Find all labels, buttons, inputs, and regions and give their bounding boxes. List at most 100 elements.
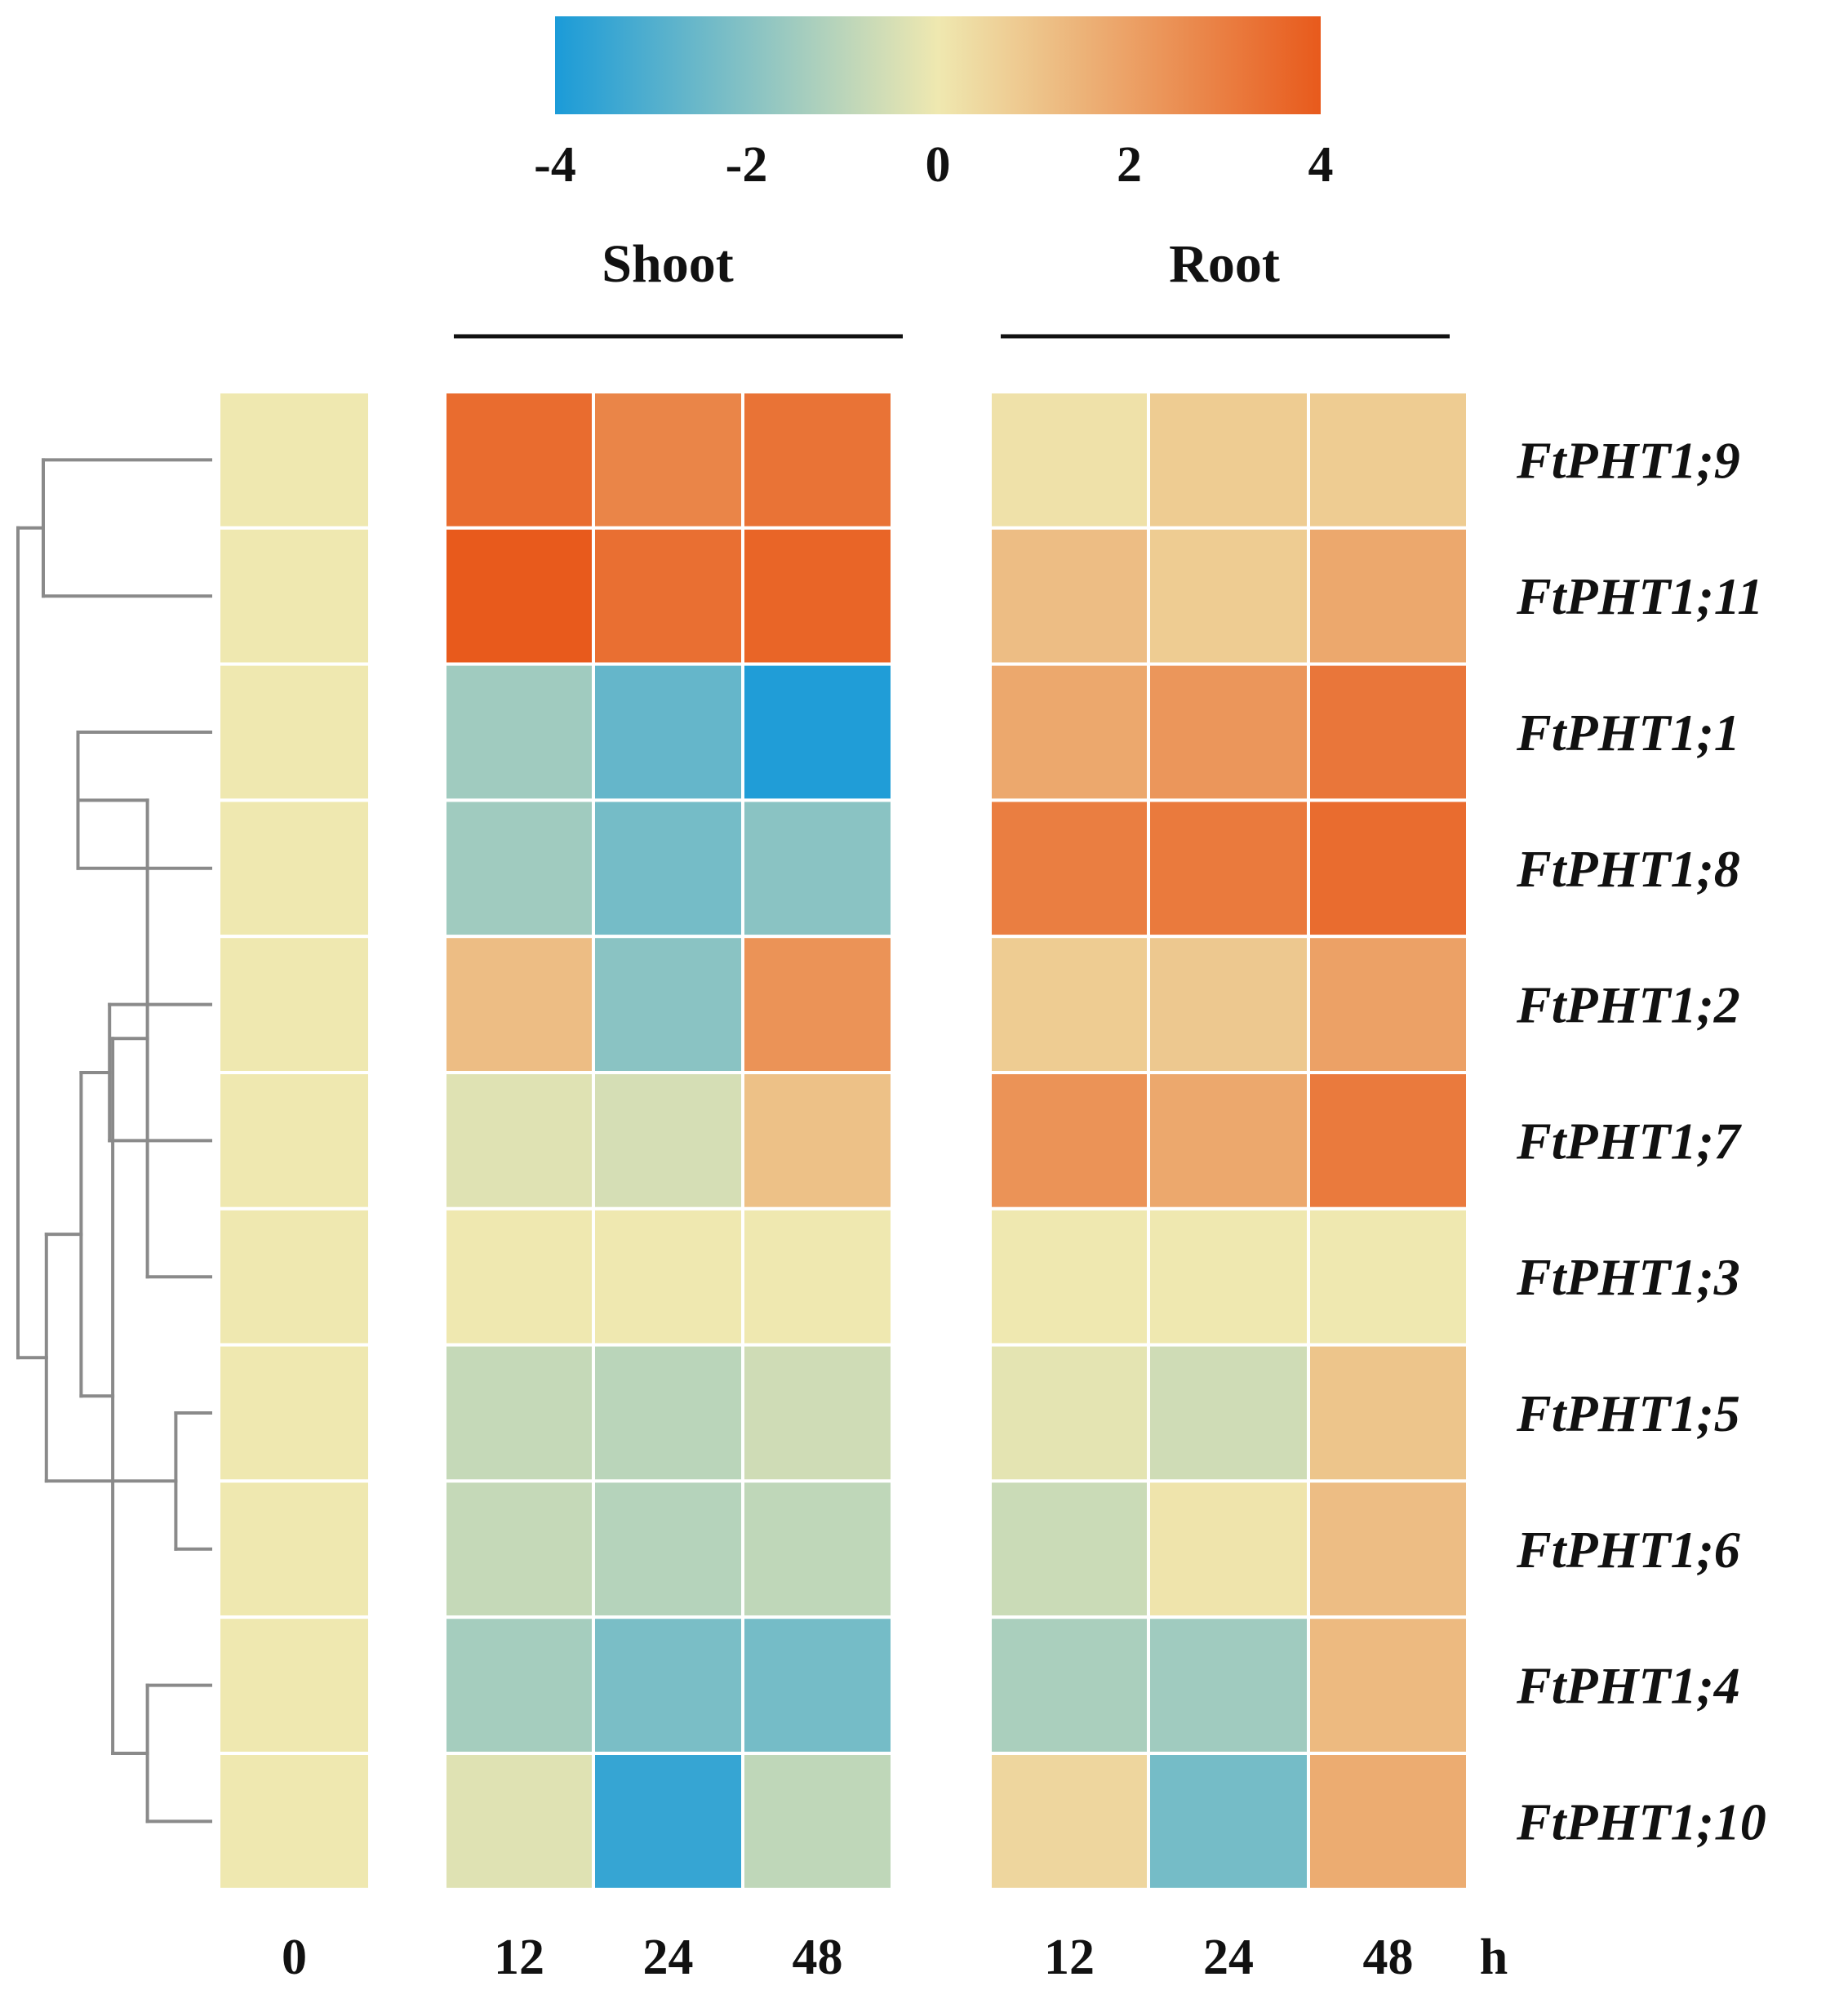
group-label-shoot: Shoot (602, 234, 733, 294)
heatmap-cell (443, 390, 595, 530)
heatmap-cell (1147, 1752, 1310, 1891)
heatmap-cell (1147, 526, 1310, 666)
heatmap-cell (741, 1343, 894, 1483)
heatmap-cell (217, 390, 371, 530)
heatmap-cell (988, 1343, 1150, 1483)
heatmap-cell (217, 1206, 371, 1347)
heatmap-cell (988, 798, 1150, 939)
heatmap-cell (443, 1071, 595, 1211)
heatmap-cell (592, 526, 744, 666)
heatmap-cell (988, 1752, 1150, 1891)
heatmap-cell (592, 1479, 744, 1619)
heatmap-cell (592, 1752, 744, 1891)
heatmap-cell (1307, 1479, 1469, 1619)
heatmap-cell (1307, 1343, 1469, 1483)
heatmap-cell (443, 526, 595, 666)
row-label: FtPHT1;10 (1516, 1793, 1766, 1850)
heatmap-cells (217, 390, 1469, 1891)
heatmap-cell (592, 1343, 744, 1483)
heatmap-cell (592, 1206, 744, 1347)
row-labels: FtPHT1;9 FtPHT1;11 FtPHT1;1 FtPHT1;8 FtPHT1;… (1516, 431, 1766, 1850)
heatmap-cell (217, 1071, 371, 1211)
heatmap-cell (592, 798, 744, 939)
row-label: FtPHT1;8 (1516, 840, 1740, 898)
heatmap-cell (741, 935, 894, 1074)
heatmap-cell (741, 526, 894, 666)
heatmap-cell (741, 390, 894, 530)
column-label: 48 (1363, 1930, 1414, 1985)
column-label: 0 (282, 1930, 307, 1985)
colorbar-tick-label: 2 (1117, 137, 1142, 193)
column-label: 48 (793, 1930, 843, 1985)
group-label-root: Root (1169, 234, 1280, 294)
heatmap-cell (988, 1071, 1150, 1211)
heatmap-cell (741, 1071, 894, 1211)
colorbar-ticks: -4 -2 0 2 4 (534, 137, 1333, 193)
heatmap-cell (741, 1615, 894, 1755)
colorbar-tick-label: 0 (926, 137, 951, 193)
group-headers: Shoot Root (454, 234, 1450, 339)
heatmap-cell (1307, 935, 1469, 1074)
heatmap-cell (443, 798, 595, 939)
colorbar: -4 -2 0 2 4 (534, 16, 1334, 193)
heatmap-cell (1307, 798, 1469, 939)
heatmap-cell (217, 1615, 371, 1755)
heatmap-cell (443, 1615, 595, 1755)
heatmap-cell (1147, 662, 1310, 802)
heatmap-cell (988, 526, 1150, 666)
heatmap-cell (443, 662, 595, 802)
heatmap-cell (592, 1615, 744, 1755)
heatmap-cell (1147, 1343, 1310, 1483)
row-label: FtPHT1;6 (1516, 1521, 1740, 1579)
heatmap-cell (1307, 390, 1469, 530)
heatmap-cell (1307, 526, 1469, 666)
column-label: 12 (494, 1930, 544, 1985)
heatmap-cell (741, 1206, 894, 1347)
heatmap-cell (217, 1479, 371, 1619)
heatmap-cell (217, 1752, 371, 1891)
colorbar-tick-label: 4 (1308, 137, 1334, 193)
heatmap-cell (443, 935, 595, 1074)
heatmap-cell (741, 1479, 894, 1619)
heatmap-cell (1147, 935, 1310, 1074)
colorbar-tick-label: -2 (726, 137, 768, 193)
heatmap-cell (1147, 1071, 1310, 1211)
heatmap-cell (443, 1752, 595, 1891)
colorbar-tick-label: -4 (534, 137, 576, 193)
heatmap-cell (741, 662, 894, 802)
heatmap-cell (1307, 662, 1469, 802)
heatmap-cell (741, 798, 894, 939)
heatmap-cell (988, 1615, 1150, 1755)
colorbar-bar (555, 16, 1321, 114)
row-label: FtPHT1;1 (1516, 704, 1740, 762)
heatmap-cell (1307, 1615, 1469, 1755)
heatmap-cell (1147, 1615, 1310, 1755)
heatmap-cell (1307, 1071, 1469, 1211)
row-label: FtPHT1;11 (1516, 567, 1763, 625)
column-labels: h 0 12 24 48 12 24 48 (282, 1930, 1508, 1985)
heatmap-cell (592, 662, 744, 802)
heatmap-cell (1147, 1206, 1310, 1347)
column-label: 24 (643, 1930, 694, 1985)
x-unit-label: h (1480, 1930, 1508, 1985)
heatmap-cell (443, 1343, 595, 1483)
heatmap-cell (217, 798, 371, 939)
row-label: FtPHT1;9 (1516, 431, 1740, 489)
heatmap-cell (1147, 798, 1310, 939)
row-label: FtPHT1;3 (1516, 1248, 1740, 1306)
heatmap-cell (988, 1479, 1150, 1619)
heatmap-cell (217, 1343, 371, 1483)
heatmap-cell (592, 935, 744, 1074)
row-dendrogram (16, 458, 212, 1824)
heatmap-cell (1147, 1479, 1310, 1619)
heatmap-cell (592, 1071, 744, 1211)
heatmap-cell (443, 1479, 595, 1619)
heatmap-cell (1147, 390, 1310, 530)
heatmap-cell (217, 662, 371, 802)
heatmap-cell (217, 526, 371, 666)
row-label: FtPHT1;5 (1516, 1384, 1740, 1442)
heatmap-cell (988, 1206, 1150, 1347)
heatmap-cell (988, 662, 1150, 802)
heatmap-cell (443, 1206, 595, 1347)
